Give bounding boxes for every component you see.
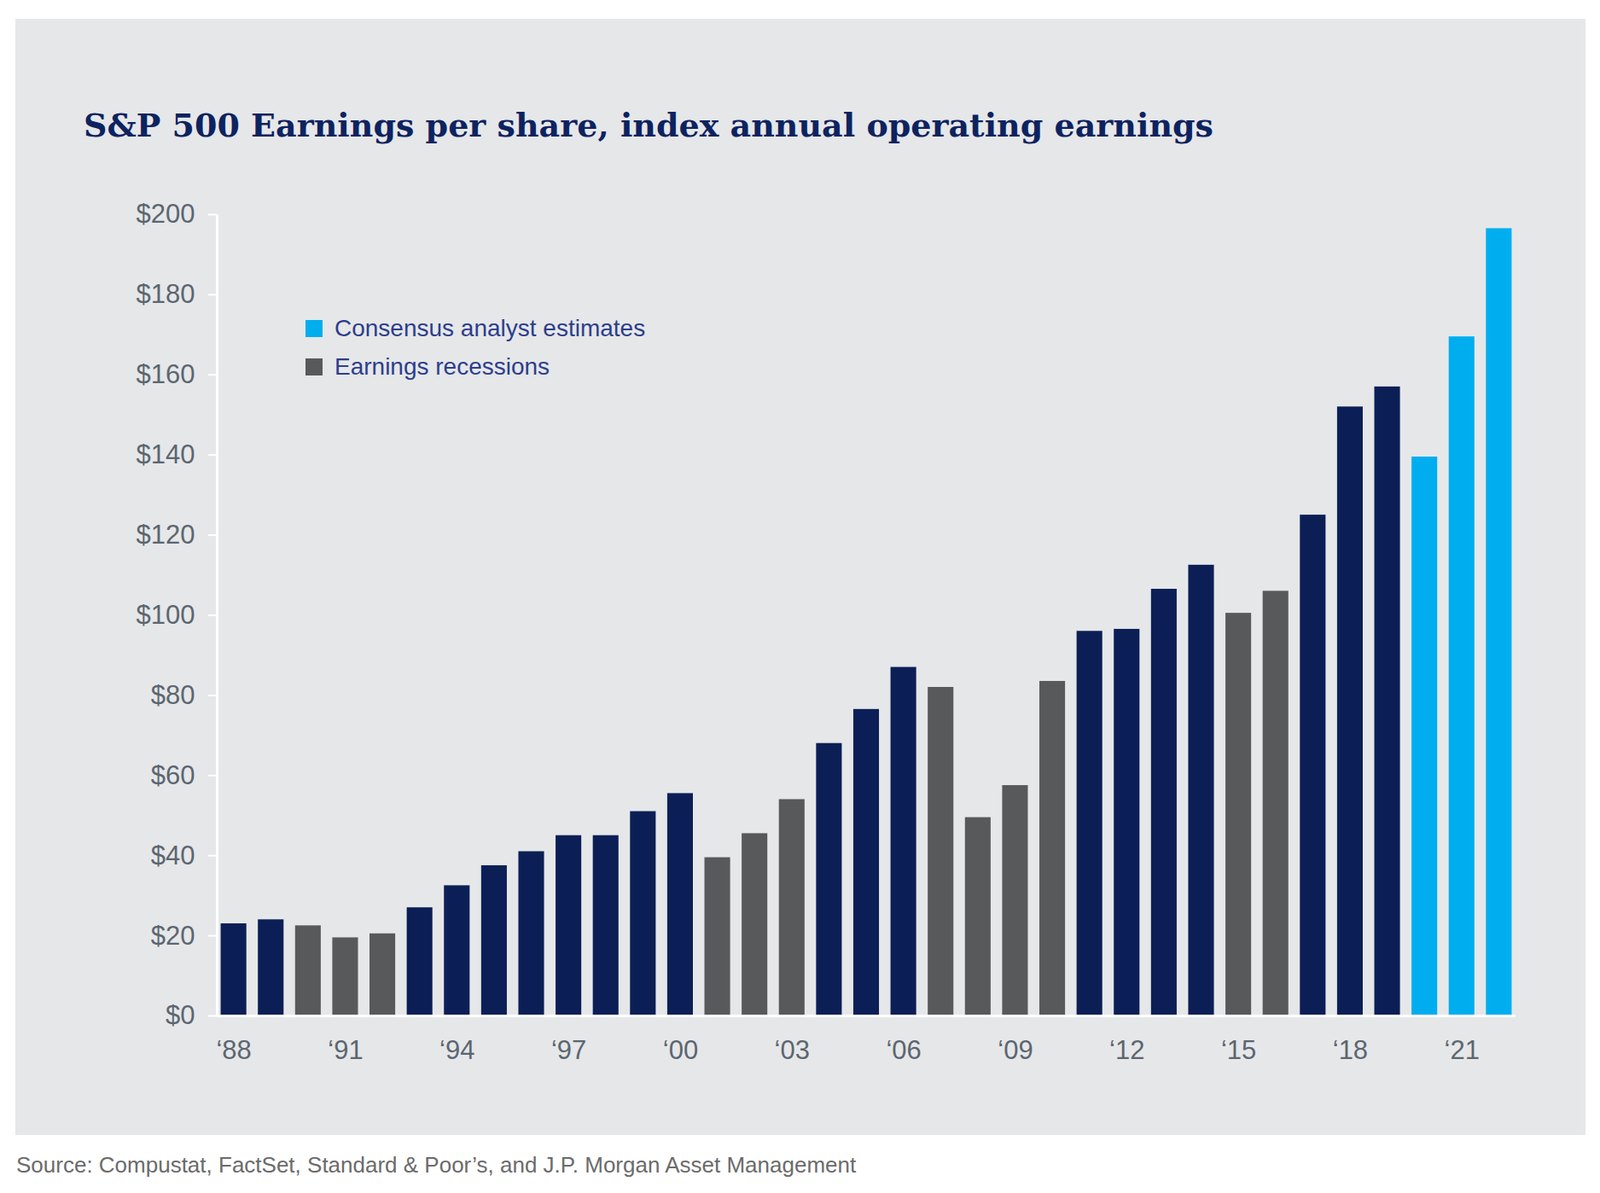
html-text:Earnings recessions: Earnings recessions — [334, 352, 550, 380]
svg-text:$200: $200 — [136, 198, 196, 229]
svg-text:‘91: ‘91 — [327, 1035, 363, 1065]
svg-text:‘18: ‘18 — [1332, 1035, 1368, 1065]
svg-text:$180: $180 — [136, 279, 196, 309]
svg-text:$100: $100 — [136, 599, 196, 630]
svg-text:‘97: ‘97 — [551, 1035, 587, 1065]
svg-text:$160: $160 — [136, 359, 196, 390]
svg-text:‘12: ‘12 — [1109, 1035, 1145, 1065]
svg-text:‘00: ‘00 — [663, 1035, 699, 1065]
html-text:S&P 500 Earnings per share, in: S&P 500 Earnings per share, index annual… — [83, 105, 1214, 145]
svg-text:$80: $80 — [151, 680, 196, 710]
svg-text:$140: $140 — [136, 439, 196, 470]
svg-text:$40: $40 — [151, 840, 196, 871]
svg-text:$20: $20 — [151, 920, 196, 951]
svg-text:‘03: ‘03 — [774, 1035, 810, 1065]
svg-text:$120: $120 — [136, 519, 196, 550]
html-text:Consensus analyst estimates: Consensus analyst estimates — [334, 314, 646, 341]
svg-text:‘94: ‘94 — [439, 1035, 475, 1065]
svg-text:$0: $0 — [165, 1000, 195, 1030]
html-text:Source: Compustat, FactSet, St: Source: Compustat, FactSet, Standard & P… — [16, 1152, 857, 1178]
svg-text:‘21: ‘21 — [1444, 1035, 1480, 1065]
svg-text:‘06: ‘06 — [885, 1035, 921, 1065]
svg-text:‘88: ‘88 — [215, 1035, 251, 1065]
svg-text:‘15: ‘15 — [1221, 1035, 1257, 1065]
svg-text:‘09: ‘09 — [997, 1035, 1033, 1065]
svg-text:$60: $60 — [151, 760, 196, 791]
